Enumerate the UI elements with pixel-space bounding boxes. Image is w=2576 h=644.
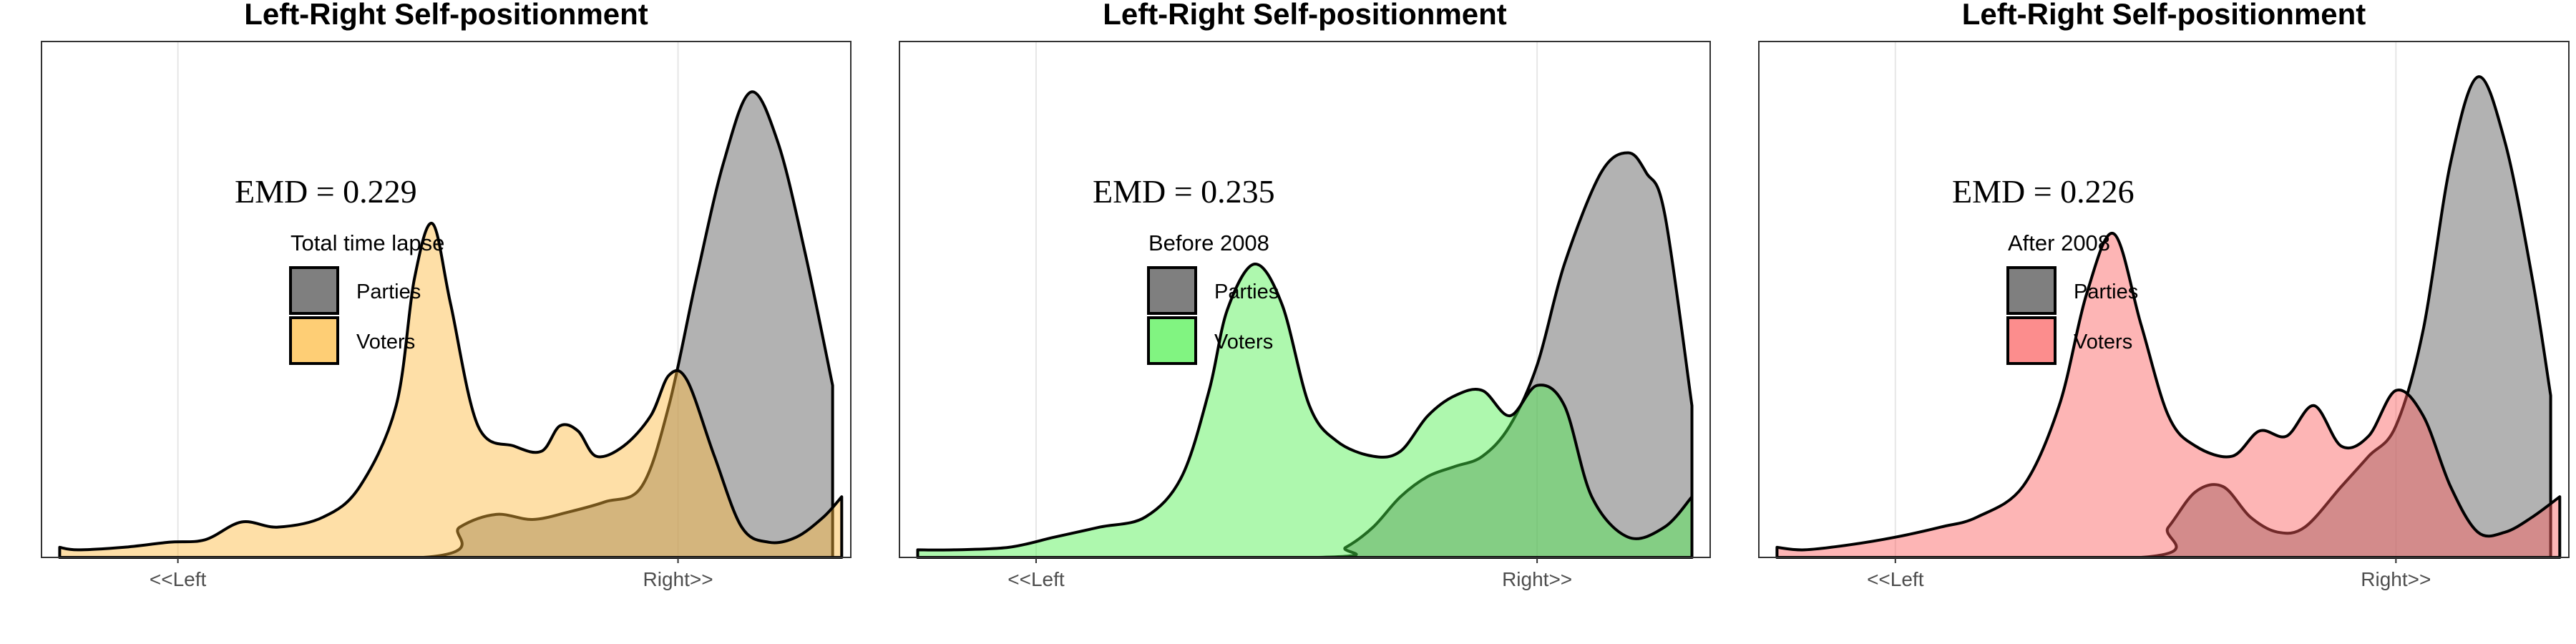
legend-label-voters: Voters [2074, 331, 2132, 353]
legend-label-parties: Parties [1214, 280, 1279, 303]
legend: After 2008 Parties Voters [2006, 230, 2138, 365]
legend-key-parties [1147, 266, 1197, 315]
x-tick-label: Right>> [1502, 568, 1572, 590]
legend-title: Total time lapse [291, 230, 444, 255]
legend-key-parties [289, 266, 339, 315]
emd-annotation: EMD = 0.226 [1952, 173, 2135, 210]
chart-title: Left-Right Self-positionment [1103, 0, 1507, 31]
x-tick-label: Right>> [2361, 568, 2431, 590]
chart-title: Left-Right Self-positionment [1962, 0, 2366, 31]
plot-frame [899, 41, 1711, 558]
legend-title: Before 2008 [1148, 230, 1269, 255]
plot-frame [1758, 41, 2570, 558]
x-tick-label: Right>> [643, 568, 713, 590]
chart-panel-2: Left-Right Self-positionment <<Left Right>… [899, 0, 1711, 590]
legend-label-voters: Voters [1214, 331, 1273, 353]
emd-annotation: EMD = 0.235 [1093, 173, 1275, 210]
density-parties [1775, 75, 2552, 560]
legend-label-parties: Parties [356, 280, 421, 303]
emd-annotation: EMD = 0.229 [235, 173, 417, 210]
x-tick-label: <<Left [150, 568, 207, 590]
density-voters [1775, 232, 2562, 559]
legend-title: After 2008 [2008, 230, 2110, 255]
legend-label-voters: Voters [356, 331, 415, 353]
density-parties [58, 90, 834, 560]
chart-title: Left-Right Self-positionment [244, 0, 648, 31]
legend-key-voters [289, 316, 339, 365]
legend-key-parties [2006, 266, 2057, 315]
density-parties [916, 151, 1694, 560]
legend: Total time lapse Parties Voters [289, 230, 444, 365]
legend-label-parties: Parties [2074, 280, 2138, 303]
density-voters [916, 263, 1694, 559]
x-tick-label: <<Left [1008, 568, 1065, 590]
legend-key-voters [2006, 316, 2057, 365]
chart-panel-1: Left-Right Self-positionment <<Left Right>… [41, 0, 852, 590]
plot-frame [41, 41, 852, 558]
legend-key-voters [1147, 316, 1197, 365]
legend: Before 2008 Parties Voters [1147, 230, 1279, 365]
chart-panel-3: Left-Right Self-positionment <<Left Right>… [1758, 0, 2570, 590]
density-voters [58, 222, 844, 559]
x-tick-label: <<Left [1867, 568, 1924, 590]
